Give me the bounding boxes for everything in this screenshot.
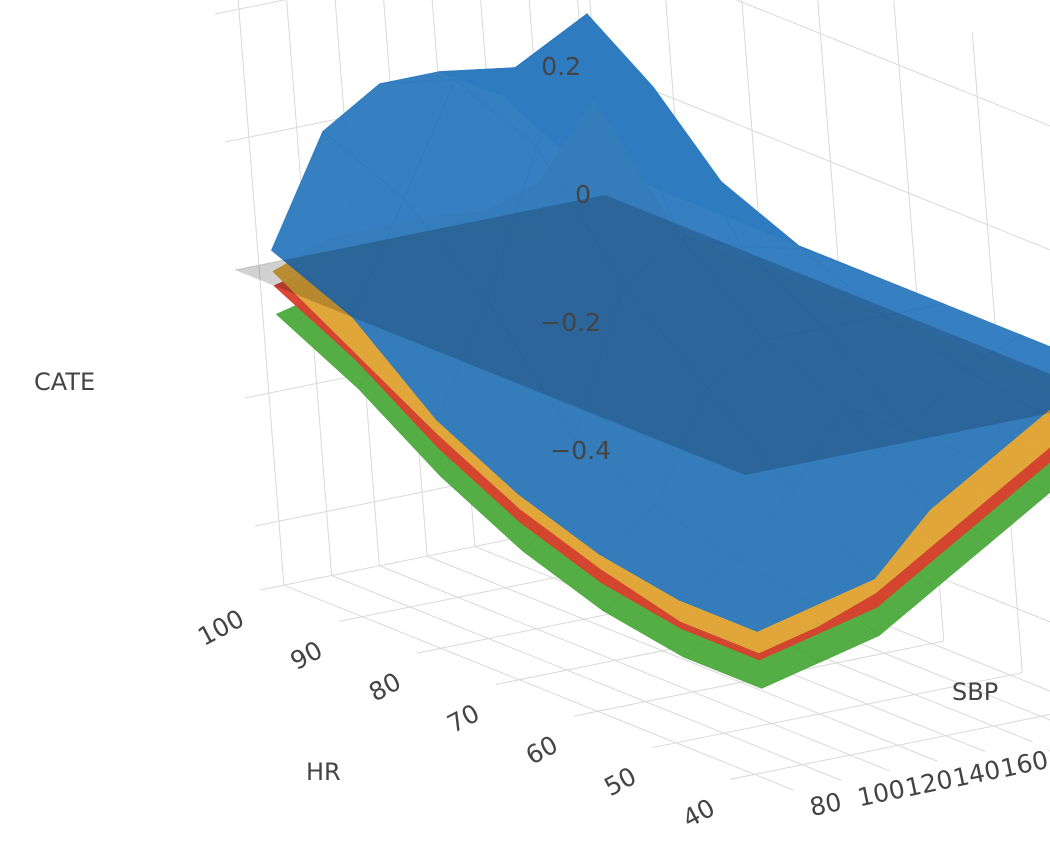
z-tick-label: −0.4 <box>550 436 611 465</box>
y-tick-label: 100 <box>855 774 908 812</box>
grid-line <box>652 672 1023 749</box>
x-tick-label: 40 <box>678 793 720 834</box>
grid-line <box>379 565 890 772</box>
grid-line <box>283 584 795 791</box>
grid-line <box>735 0 1050 127</box>
y-axis-title: SBP <box>952 678 998 706</box>
x-tick-label: 90 <box>286 635 328 676</box>
grid-line <box>331 575 842 781</box>
y-tick-label: 180 <box>1046 735 1050 773</box>
z-tick-label: −0.2 <box>540 308 601 337</box>
x-tick-label: 100 <box>193 604 249 652</box>
surface-patch <box>677 558 817 632</box>
grid-line <box>214 0 287 15</box>
z-tick-label: 0.2 <box>541 52 581 81</box>
z-axis-title: CATE <box>34 368 95 396</box>
grid-line <box>730 714 1050 780</box>
x-axis-title: HR <box>306 758 341 786</box>
grid-line <box>594 66 1050 251</box>
y-tick-label: 120 <box>903 764 956 802</box>
grid-line <box>237 0 285 586</box>
grid-line <box>426 555 938 762</box>
x-tick-label: 50 <box>599 761 641 802</box>
y-tick-label: 140 <box>950 755 1003 793</box>
surfaces <box>235 12 1050 689</box>
x-tick-label: 80 <box>364 667 406 708</box>
x-tick-label: 60 <box>521 730 563 771</box>
y-tick-label: 80 <box>807 787 844 822</box>
zero-plane <box>235 195 1050 475</box>
y-tick-label: 160 <box>998 745 1050 783</box>
z-tick-label: 0 <box>575 180 591 209</box>
x-tick-label: 70 <box>442 698 484 739</box>
